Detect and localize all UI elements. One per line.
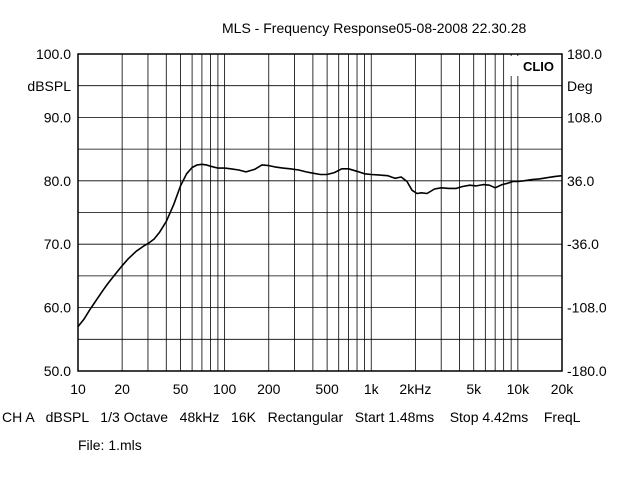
clio-logo-box <box>510 56 560 76</box>
x-tick-label: 50 <box>173 381 189 397</box>
y-tick-label: 50.0 <box>44 363 71 379</box>
x-tick-label: 200 <box>257 381 281 397</box>
x-tick-label: 20 <box>114 381 130 397</box>
chart-title: MLS - Frequency Response05-08-2008 22.30… <box>222 20 527 36</box>
x-tick-label: 10k <box>507 381 531 397</box>
tick-labels: 10 20 50 100 200 500 1k 2kHz 5k 10k 20k 100.0 90.0 80… <box>36 46 607 397</box>
x-tick-label: 2kHz <box>399 381 431 397</box>
y2-tick-label: -180.0 <box>567 363 607 379</box>
y-tick-label: 80.0 <box>44 173 71 189</box>
y-axis-label: dBSPL <box>27 78 71 94</box>
x-tick-label: 10 <box>70 381 86 397</box>
y2-tick-label: -36.0 <box>567 236 599 252</box>
y-tick-label: 70.0 <box>44 236 71 252</box>
y-tick-label: 100.0 <box>36 46 71 62</box>
series-layer <box>77 163 563 328</box>
grid <box>78 54 562 371</box>
y2-tick-label: 108.0 <box>567 109 602 125</box>
y-tick-label: 60.0 <box>44 300 71 316</box>
x-tick-label: 1k <box>364 381 380 397</box>
plot-frame <box>77 53 563 372</box>
file-name: File: 1.mls <box>78 437 142 453</box>
y2-axis-label: Deg <box>567 78 593 94</box>
y-tick-label: 90.0 <box>44 109 71 125</box>
x-tick-label: 100 <box>213 381 237 397</box>
y2-tick-label: 180.0 <box>567 46 602 62</box>
frequency-response-line <box>77 163 563 328</box>
x-tick-label: 5k <box>466 381 482 397</box>
clio-logo: CLIO <box>523 59 554 74</box>
x-tick-label: 500 <box>315 381 339 397</box>
measurement-settings: CH A dBSPL 1/3 Octave 48kHz 16K Rectangu… <box>2 409 581 425</box>
y2-tick-label: -108.0 <box>567 300 607 316</box>
x-tick-label: 20k <box>551 381 575 397</box>
y2-tick-label: 36.0 <box>567 173 594 189</box>
